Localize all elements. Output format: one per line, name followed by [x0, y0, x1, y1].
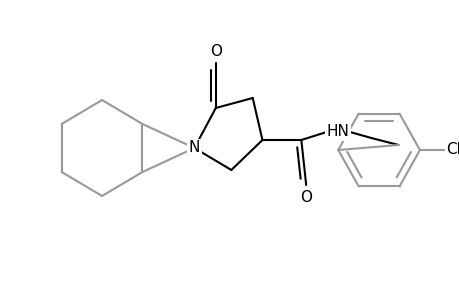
Text: O: O	[209, 44, 221, 59]
Text: N: N	[188, 140, 200, 155]
Text: O: O	[300, 190, 312, 206]
Text: HN: HN	[326, 124, 349, 140]
Text: Cl: Cl	[446, 142, 459, 158]
